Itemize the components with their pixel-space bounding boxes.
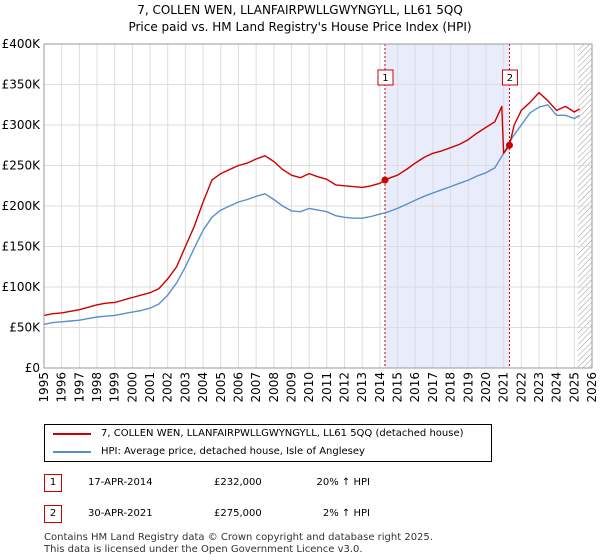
legend-item-hpi: HPI: Average price, detached house, Isle… (45, 444, 491, 460)
y-tick-label: £50K (9, 321, 41, 335)
x-tick-label: 2018 (444, 372, 458, 403)
x-tick-label: 2008 (267, 372, 281, 403)
x-tick-label: 1997 (72, 372, 86, 403)
hpi-line (43, 104, 580, 325)
x-tick-label: 1999 (108, 372, 122, 403)
footer-licence: This data is licensed under the Open Gov… (44, 544, 363, 555)
legend-item-property: 7, COLLEN WEN, LLANFAIRPWLLGWYNGYLL, LL6… (45, 426, 491, 442)
transaction-row: 2 30-APR-2021 £275,000 2% ↑ HPI (0, 505, 600, 525)
y-tick-label: £100K (2, 280, 42, 294)
transaction-price: £232,000 (214, 477, 262, 488)
legend-swatch-red (53, 433, 91, 435)
chart-title: 7, COLLEN WEN, LLANFAIRPWLLGWYNGYLL, LL6… (137, 3, 463, 17)
price-chart: 1 2 £0 £50K £100K £150K £200K £250K £300K £350K £4… (2, 37, 599, 403)
x-tick-label: 2003 (178, 372, 192, 403)
transaction-date: 30-APR-2021 (88, 508, 153, 519)
transaction-hpi-change: 20% ↑ HPI (316, 477, 370, 488)
transaction-row: 1 17-APR-2014 £232,000 20% ↑ HPI (0, 474, 600, 494)
x-tick-label: 2022 (514, 372, 528, 403)
y-tick-label: £300K (2, 118, 42, 132)
marker-box (501, 69, 518, 86)
x-tick-label: 1998 (90, 372, 104, 403)
x-tick-label: 2020 (479, 372, 493, 403)
chart-subtitle: Price paid vs. HM Land Registry's House … (128, 20, 472, 34)
x-tick-label: 2010 (302, 372, 316, 403)
x-tick-label: 2001 (143, 372, 157, 403)
x-tick-label: 2011 (320, 372, 334, 403)
x-tick-label: 2007 (249, 372, 263, 403)
y-tick-label: £400K (2, 37, 42, 51)
x-tick-label: 2021 (497, 372, 511, 403)
y-tick-label: £350K (2, 78, 42, 92)
transaction-price: £275,000 (214, 508, 262, 519)
x-tick-label: 1996 (55, 372, 69, 403)
x-tick-label: 2017 (426, 372, 440, 403)
footer-attribution: Contains HM Land Registry data © Crown c… (44, 532, 433, 556)
x-tick-label: 2026 (585, 372, 599, 403)
transaction-hpi-change: 2% ↑ HPI (322, 508, 370, 519)
sale-point (505, 141, 513, 149)
sale-point (381, 176, 389, 184)
x-tick-label: 2024 (550, 372, 564, 403)
x-tick-label: 2014 (373, 372, 387, 403)
x-tick-label: 2019 (461, 372, 475, 403)
x-tick-label: 2012 (338, 372, 352, 403)
x-tick-label: 2013 (355, 372, 369, 403)
marker-label: 1 (382, 73, 388, 84)
plot-frame (43, 43, 593, 369)
y-tick-label: £200K (2, 199, 42, 213)
property-price-line (43, 91, 580, 317)
x-tick-label: 2006 (231, 372, 245, 403)
legend-swatch-blue (53, 451, 91, 453)
legend-label-property: 7, COLLEN WEN, LLANFAIRPWLLGWYNGYLL, LL6… (101, 428, 464, 439)
x-tick-label: 2015 (391, 372, 405, 403)
x-tick-label: 2023 (532, 372, 546, 403)
transaction-date: 17-APR-2014 (88, 477, 153, 488)
x-tick-label: 2004 (196, 372, 210, 403)
transaction-number-badge: 1 (44, 474, 62, 492)
x-tick-label: 2009 (284, 372, 298, 403)
legend-label-hpi: HPI: Average price, detached house, Isle… (101, 446, 365, 457)
footer-copyright: Contains HM Land Registry data © Crown c… (44, 532, 433, 543)
marker-box (377, 69, 394, 86)
legend: 7, COLLEN WEN, LLANFAIRPWLLGWYNGYLL, LL6… (44, 424, 492, 462)
x-tick-label: 2025 (567, 372, 581, 403)
x-tick-label: 1995 (37, 372, 51, 403)
y-tick-label: £150K (2, 240, 42, 254)
marker-label: 2 (507, 73, 513, 84)
y-tick-label: £0 (25, 361, 40, 375)
x-tick-label: 2016 (408, 372, 422, 403)
y-tick-label: £250K (2, 159, 42, 173)
x-tick-label: 2000 (125, 372, 139, 403)
transaction-number-badge: 2 (44, 505, 62, 523)
x-tick-label: 2005 (214, 372, 228, 403)
x-tick-label: 2002 (161, 372, 175, 403)
